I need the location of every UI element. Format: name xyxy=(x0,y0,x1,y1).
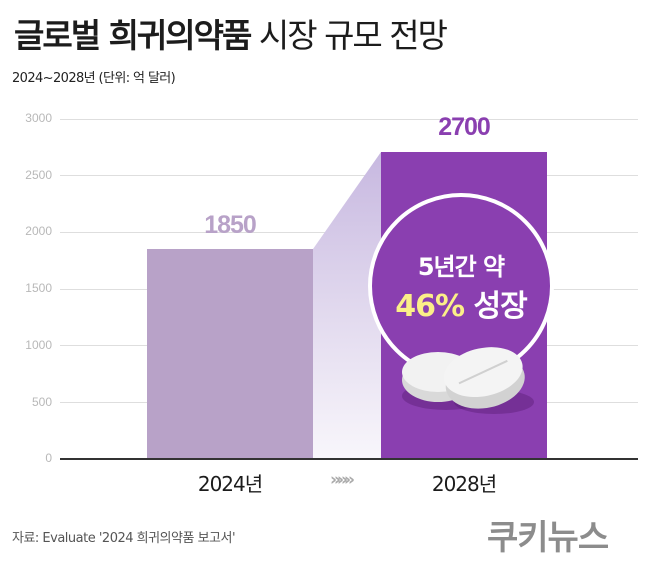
annotation-highlight: 46% xyxy=(395,289,465,324)
title-regular: 시장 규모 전망 xyxy=(250,16,448,55)
x-label-2028: 2028년 xyxy=(431,472,497,496)
x-axis-line xyxy=(60,458,638,460)
annotation-line2: 46% 성장 xyxy=(372,281,550,325)
value-label-2024: 1850 xyxy=(204,211,257,239)
chart-title: 글로벌 희귀의약품 시장 규모 전망 xyxy=(14,14,448,58)
title-bold: 글로벌 희귀의약품 xyxy=(14,16,252,55)
chevrons-right-icon: »»» xyxy=(330,470,355,490)
annotation-rest: 성장 xyxy=(464,289,528,324)
pill-icon xyxy=(402,347,534,414)
gridline xyxy=(60,119,638,120)
y-tick: 1000 xyxy=(25,338,52,352)
gridline xyxy=(60,175,638,176)
y-tick: 1500 xyxy=(25,281,52,295)
growth-annotation-bubble: 5년간 약 46% 성장 xyxy=(368,193,554,379)
y-tick: 500 xyxy=(31,395,52,409)
publisher-logo: 쿠키뉴스 xyxy=(487,518,609,558)
y-tick: 2000 xyxy=(25,224,52,238)
y-tick: 3000 xyxy=(25,111,52,125)
value-label-2028: 2700 xyxy=(438,113,491,141)
y-tick: 2500 xyxy=(25,168,52,182)
y-tick: 0 xyxy=(45,451,52,465)
chart-subtitle: 2024~2028년 (단위: 억 달러) xyxy=(12,71,176,86)
bar-2024 xyxy=(147,249,313,458)
annotation-line1: 5년간 약 xyxy=(417,253,505,281)
x-label-2024: 2024년 xyxy=(197,472,263,496)
source-note: 자료: Evaluate '2024 희귀의약품 보고서' xyxy=(12,531,236,546)
